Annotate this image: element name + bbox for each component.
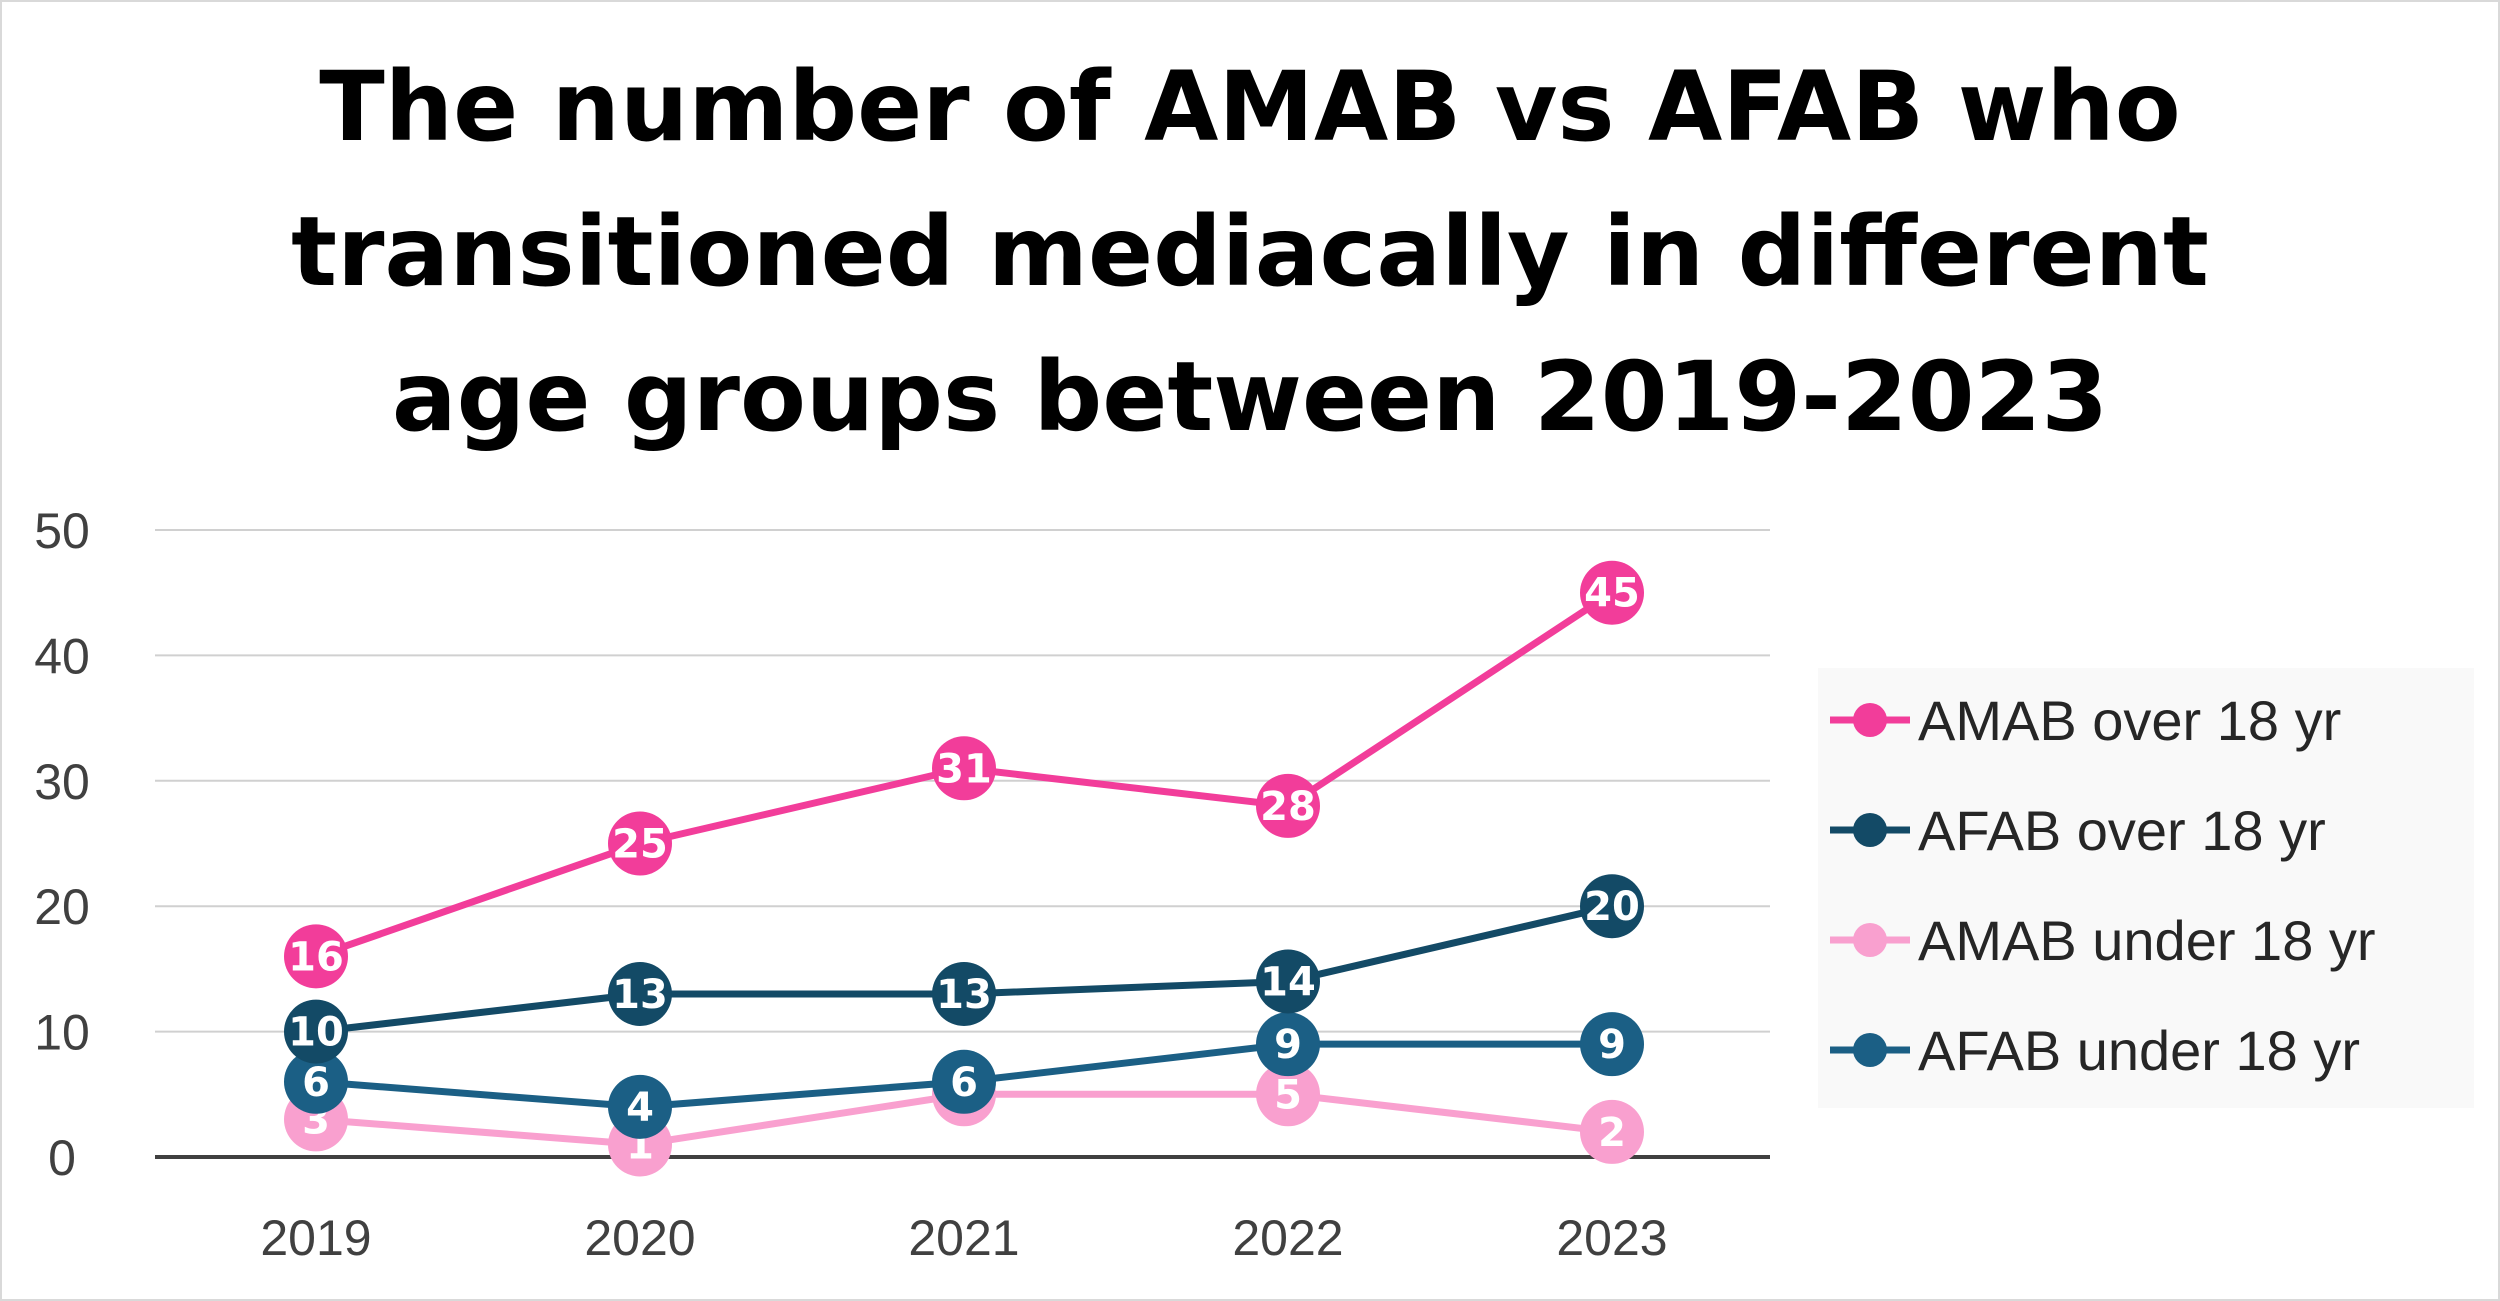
legend-label: AMAB under 18 yr <box>1918 909 2376 972</box>
y-tick-label: 40 <box>34 628 90 684</box>
x-tick-label: 2022 <box>1232 1210 1343 1266</box>
data-label: 14 <box>1260 959 1316 1005</box>
data-label: 9 <box>1274 1022 1302 1068</box>
data-point <box>608 1074 672 1139</box>
data-label: 13 <box>612 972 668 1018</box>
legend-label: AMAB over 18 yr <box>1918 689 2341 752</box>
series-lines: 315526469910131314201625312845 <box>284 560 1644 1177</box>
chart-title-line-3: age groups between 2019-2023 <box>392 341 2108 453</box>
x-tick-label: 2019 <box>260 1210 371 1266</box>
legend-label: AFAB under 18 yr <box>1918 1019 2360 1082</box>
data-point <box>1256 773 1320 838</box>
data-label: 28 <box>1260 784 1316 830</box>
legend-marker <box>1853 1033 1887 1067</box>
series-0: 16 25 31 28 45 <box>284 560 1644 989</box>
data-label: 31 <box>936 746 992 792</box>
data-point <box>1580 1099 1644 1164</box>
data-point <box>608 811 672 876</box>
data-label: 16 <box>288 934 344 980</box>
data-point <box>1580 1012 1644 1077</box>
x-axis: 2019 2020 2021 2022 2023 <box>155 1155 1770 1266</box>
data-point <box>284 1049 348 1114</box>
data-point <box>1256 949 1320 1014</box>
gridlines <box>155 529 1770 1033</box>
legend-item: AFAB under 18 yr <box>1830 1019 2360 1082</box>
legend-item: AFAB over 18 yr <box>1830 799 2326 862</box>
series-3: 6 4 6 9 9 <box>284 1012 1644 1139</box>
data-point <box>284 999 348 1064</box>
x-tick-label: 2020 <box>584 1210 695 1266</box>
legend-item: AMAB under 18 yr <box>1830 909 2376 972</box>
data-label: 5 <box>1274 1072 1302 1118</box>
data-point <box>608 961 672 1026</box>
data-label: 9 <box>1598 1022 1626 1068</box>
data-label: 25 <box>612 822 668 868</box>
data-point <box>1256 1062 1320 1127</box>
data-label: 6 <box>302 1060 330 1106</box>
legend: AMAB over 18 yr AFAB over 18 yr AMAB under… <box>1818 668 2474 1108</box>
y-tick-label: 20 <box>34 879 90 935</box>
y-tick-label: 0 <box>48 1130 76 1186</box>
y-axis: 0 10 20 30 40 50 <box>34 503 90 1186</box>
data-label: 6 <box>950 1060 978 1106</box>
data-label: 20 <box>1584 884 1640 930</box>
y-tick-label: 10 <box>34 1005 90 1061</box>
chart-title-line-2: transitioned mediacally in different <box>291 196 2209 308</box>
y-tick-label: 50 <box>34 503 90 559</box>
x-tick-label: 2021 <box>908 1210 1019 1266</box>
data-point <box>932 961 996 1026</box>
data-label: 10 <box>288 1010 344 1056</box>
data-label: 4 <box>626 1085 654 1131</box>
data-label: 13 <box>936 972 992 1018</box>
data-point <box>284 924 348 989</box>
legend-marker <box>1853 923 1887 957</box>
data-point <box>932 1049 996 1114</box>
data-label: 2 <box>1598 1110 1626 1156</box>
data-point <box>932 736 996 801</box>
legend-item: AMAB over 18 yr <box>1830 689 2341 752</box>
data-point <box>1580 874 1644 939</box>
legend-box <box>1818 668 2474 1108</box>
legend-label: AFAB over 18 yr <box>1918 799 2326 862</box>
series-1: 10 13 13 14 20 <box>284 874 1644 1064</box>
y-tick-label: 30 <box>34 754 90 810</box>
chart-title-line-1: The number of AMAB vs AFAB who <box>319 51 2180 163</box>
data-point <box>1580 560 1644 625</box>
data-point <box>1256 1012 1320 1077</box>
data-label: 45 <box>1584 571 1640 617</box>
chart-title: The number of AMAB vs AFAB who transitio… <box>291 51 2209 453</box>
x-tick-label: 2023 <box>1556 1210 1667 1266</box>
legend-marker <box>1853 703 1887 737</box>
legend-marker <box>1853 813 1887 847</box>
